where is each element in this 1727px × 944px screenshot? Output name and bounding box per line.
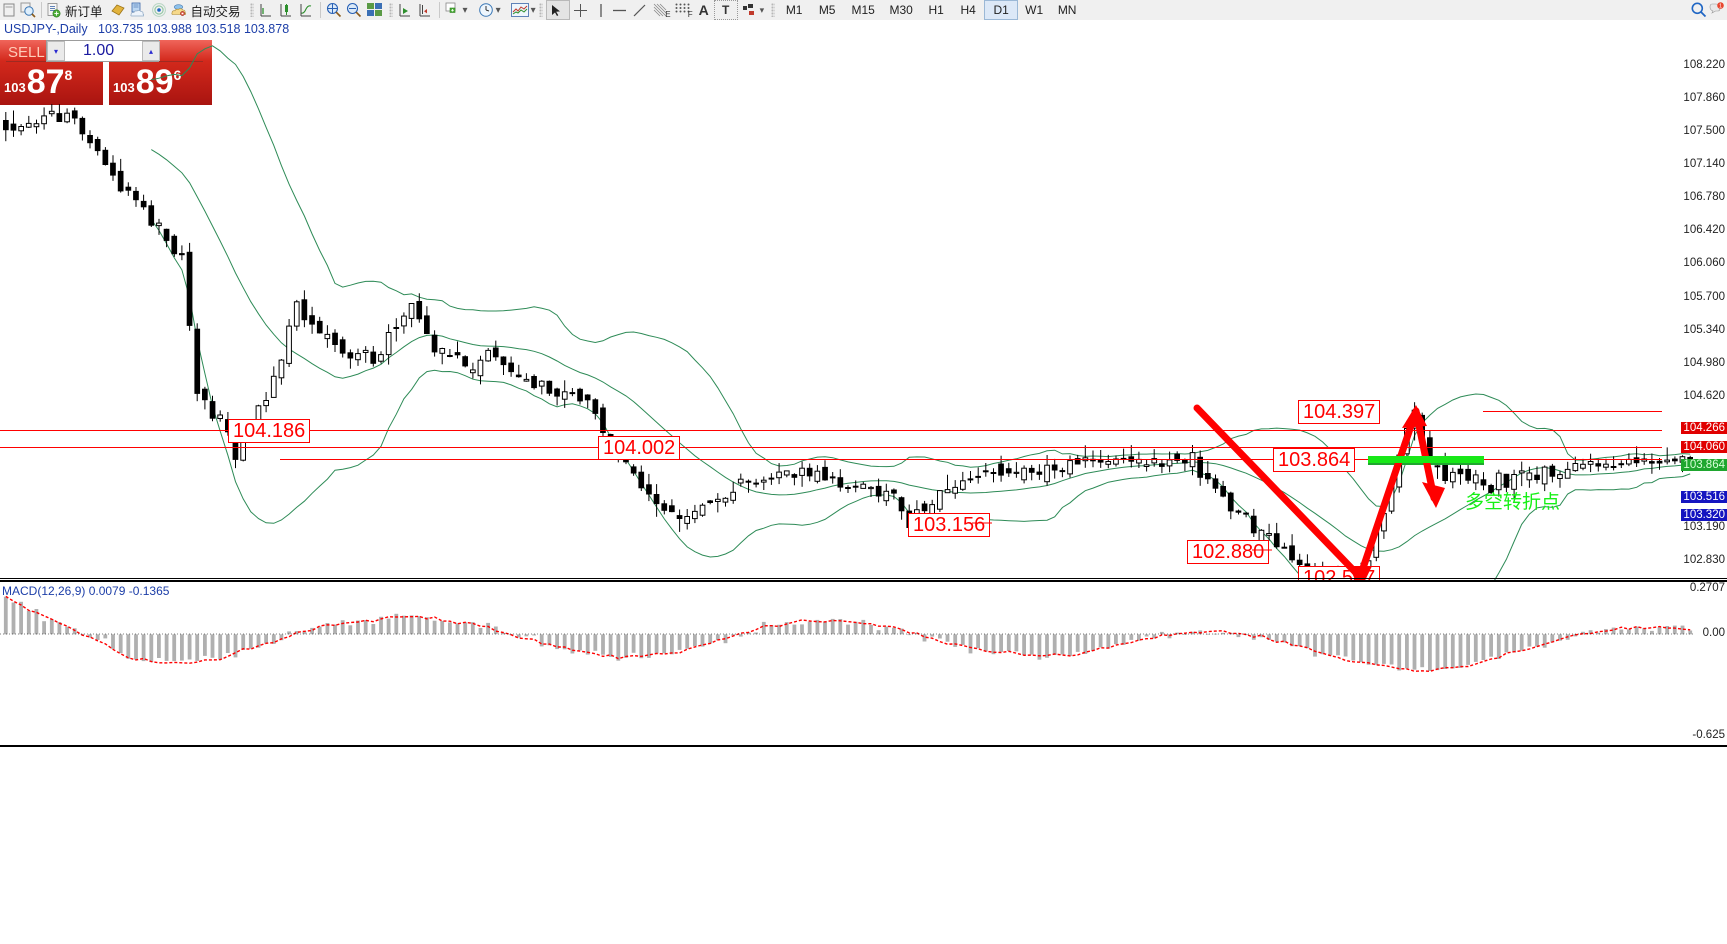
svg-text:多空转折点: 多空转折点 xyxy=(1465,491,1560,513)
svg-text:1: 1 xyxy=(1719,3,1722,9)
